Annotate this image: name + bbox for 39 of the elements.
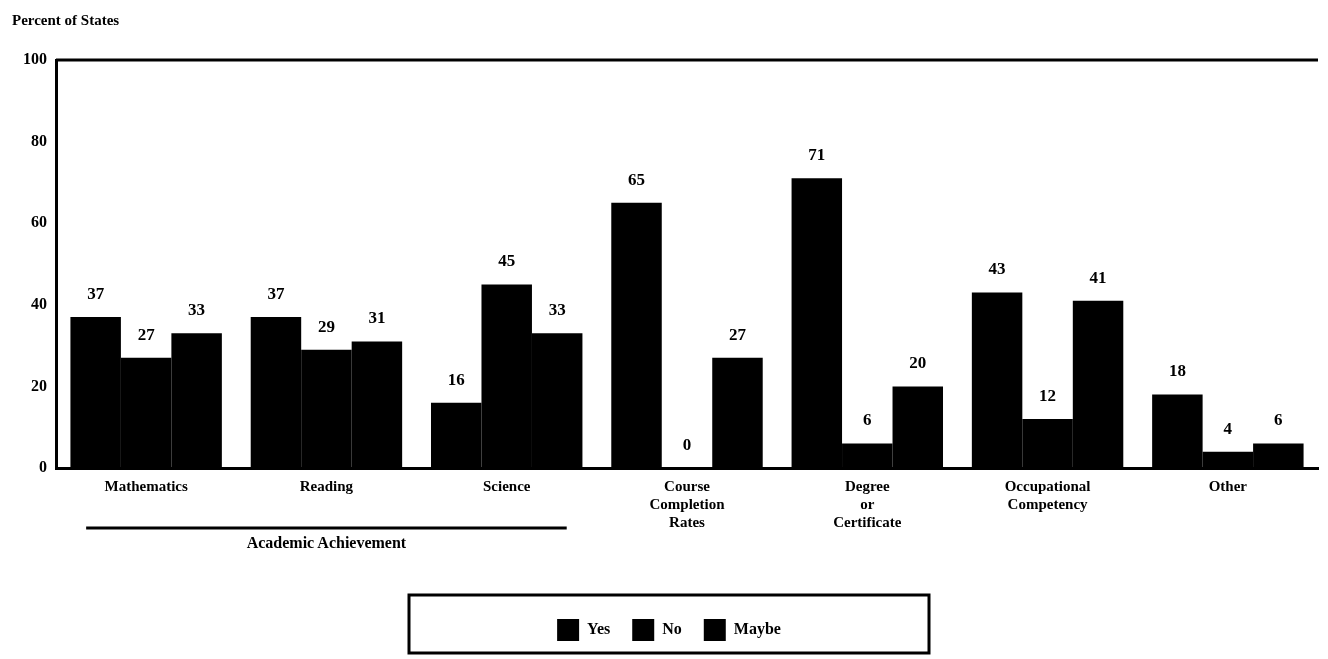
legend-label: Maybe (733, 620, 781, 639)
legend-label: Yes (587, 620, 611, 638)
data-label: 18 (1168, 361, 1186, 381)
data-label: 12 (1039, 385, 1057, 405)
y-axis-title: Percent of States (12, 12, 120, 29)
x-tick-label: Other (1208, 477, 1248, 494)
data-label: 33 (188, 300, 206, 320)
data-label: 41 (1089, 267, 1107, 287)
data-label: 71 (808, 145, 826, 165)
data-label: 6 (863, 410, 872, 430)
data-label: 37 (87, 283, 105, 303)
data-label: 29 (317, 316, 335, 336)
legend-label: No (662, 620, 682, 638)
data-label: 33 (548, 300, 566, 320)
y-tick-label: 20 (31, 376, 47, 394)
data-label: 27 (137, 324, 156, 344)
x-tick-label: Science (482, 477, 531, 494)
y-tick-label: 0 (39, 458, 47, 476)
data-label: 6 (1274, 410, 1283, 430)
data-label: 31 (368, 308, 386, 328)
data-label: 20 (909, 353, 927, 373)
x-tick-label: Course Completion Rates (649, 477, 726, 530)
x-tick-label: Degree or Certificate (833, 477, 902, 530)
y-tick-label: 80 (31, 131, 47, 149)
x-tick-label: Mathematics (104, 477, 188, 494)
data-label: 65 (628, 169, 646, 189)
data-label: 43 (988, 259, 1006, 279)
y-tick-label: 100 (23, 50, 47, 68)
data-label: 16 (447, 369, 465, 389)
x-tick-label: Occupational Competency (1004, 477, 1091, 512)
data-label: 27 (728, 324, 747, 344)
x-tick-label: Reading (299, 477, 354, 494)
data-label: 45 (498, 251, 516, 271)
data-label: 4 (1223, 418, 1233, 438)
y-tick-label: 60 (31, 213, 47, 231)
data-label: 0 (682, 434, 692, 454)
data-label: 37 (267, 283, 285, 303)
text: Academic Achievement (246, 534, 407, 552)
y-tick-label: 40 (31, 294, 47, 312)
